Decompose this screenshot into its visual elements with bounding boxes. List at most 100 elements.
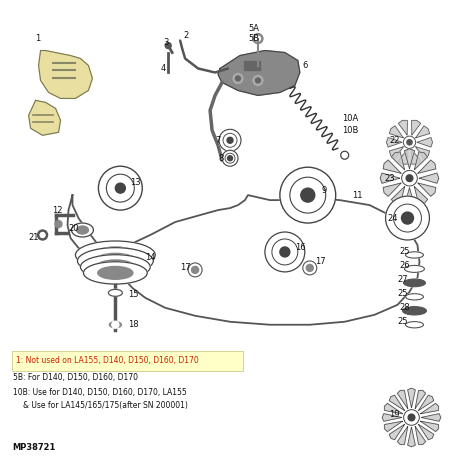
Ellipse shape <box>81 255 150 279</box>
Ellipse shape <box>405 321 423 328</box>
Text: 11: 11 <box>352 191 362 200</box>
Circle shape <box>253 34 263 44</box>
Text: 26: 26 <box>400 262 410 270</box>
Circle shape <box>99 166 142 210</box>
Polygon shape <box>414 152 428 170</box>
Circle shape <box>404 410 419 425</box>
Polygon shape <box>392 187 405 204</box>
Polygon shape <box>418 183 436 196</box>
Polygon shape <box>389 147 403 159</box>
Text: 23: 23 <box>384 173 395 182</box>
Polygon shape <box>384 421 402 432</box>
Polygon shape <box>380 173 400 183</box>
Polygon shape <box>415 391 426 409</box>
Polygon shape <box>404 188 415 208</box>
Text: 28: 28 <box>400 303 410 312</box>
Text: 1: Not used on LA155, D140, D150, D160, D170: 1: Not used on LA155, D140, D150, D160, … <box>16 356 199 365</box>
Text: 1: 1 <box>36 34 41 43</box>
FancyBboxPatch shape <box>12 351 243 371</box>
Text: 8: 8 <box>218 154 223 163</box>
Circle shape <box>55 220 62 228</box>
Text: 5B: For D140, D150, D160, D170: 5B: For D140, D150, D160, D170 <box>13 373 137 382</box>
Polygon shape <box>28 100 61 135</box>
Circle shape <box>306 264 313 272</box>
Polygon shape <box>421 414 441 421</box>
Circle shape <box>233 73 243 83</box>
Bar <box>244 61 260 71</box>
Ellipse shape <box>77 248 153 274</box>
Polygon shape <box>411 120 420 135</box>
Polygon shape <box>397 427 408 445</box>
Ellipse shape <box>405 294 423 300</box>
Polygon shape <box>383 183 401 196</box>
Text: 15: 15 <box>128 291 139 299</box>
Circle shape <box>341 151 349 159</box>
Text: 5A: 5A <box>248 24 259 33</box>
Circle shape <box>290 177 326 213</box>
Text: 19: 19 <box>390 410 400 419</box>
Circle shape <box>255 36 260 41</box>
Ellipse shape <box>94 253 136 268</box>
Circle shape <box>272 239 298 265</box>
Polygon shape <box>417 137 433 147</box>
Text: 17: 17 <box>180 264 191 273</box>
Ellipse shape <box>98 266 133 279</box>
Ellipse shape <box>404 265 424 273</box>
Polygon shape <box>389 395 405 410</box>
Polygon shape <box>414 187 428 204</box>
Circle shape <box>265 232 305 272</box>
Polygon shape <box>415 427 426 445</box>
Text: MP38721: MP38721 <box>13 443 56 452</box>
Polygon shape <box>416 147 429 159</box>
Circle shape <box>222 150 238 166</box>
Polygon shape <box>382 414 402 421</box>
Polygon shape <box>411 150 420 164</box>
Polygon shape <box>389 424 405 440</box>
Polygon shape <box>389 126 403 138</box>
Circle shape <box>401 170 417 186</box>
Ellipse shape <box>93 247 137 263</box>
Ellipse shape <box>405 252 423 258</box>
Ellipse shape <box>109 289 122 296</box>
Ellipse shape <box>96 260 135 274</box>
Circle shape <box>303 261 317 275</box>
Text: 25: 25 <box>398 289 408 298</box>
Circle shape <box>227 137 233 143</box>
Polygon shape <box>419 424 434 440</box>
Polygon shape <box>38 51 92 99</box>
Text: 27: 27 <box>398 275 408 284</box>
Text: 9: 9 <box>322 186 327 195</box>
Circle shape <box>407 140 412 145</box>
Polygon shape <box>416 126 429 138</box>
Polygon shape <box>398 120 408 135</box>
Circle shape <box>165 43 171 48</box>
Circle shape <box>403 136 416 148</box>
Circle shape <box>393 204 421 232</box>
Circle shape <box>385 196 429 240</box>
Ellipse shape <box>109 322 121 328</box>
Polygon shape <box>418 160 436 173</box>
Polygon shape <box>218 51 300 95</box>
Polygon shape <box>420 421 438 432</box>
Polygon shape <box>398 150 408 164</box>
Polygon shape <box>420 403 438 414</box>
Polygon shape <box>404 149 415 168</box>
Polygon shape <box>392 152 405 170</box>
Circle shape <box>40 233 45 237</box>
Ellipse shape <box>402 307 427 315</box>
Text: 6: 6 <box>303 61 308 70</box>
Text: 13: 13 <box>130 178 141 187</box>
Circle shape <box>280 247 290 257</box>
Circle shape <box>255 78 260 83</box>
Circle shape <box>115 183 125 193</box>
Ellipse shape <box>75 241 155 269</box>
Ellipse shape <box>402 307 427 315</box>
Text: 16: 16 <box>295 244 305 253</box>
Text: 17: 17 <box>315 257 325 266</box>
Circle shape <box>236 76 240 81</box>
Polygon shape <box>419 395 434 410</box>
Circle shape <box>106 174 134 202</box>
Ellipse shape <box>76 226 89 234</box>
Circle shape <box>280 167 336 223</box>
Circle shape <box>253 75 263 85</box>
